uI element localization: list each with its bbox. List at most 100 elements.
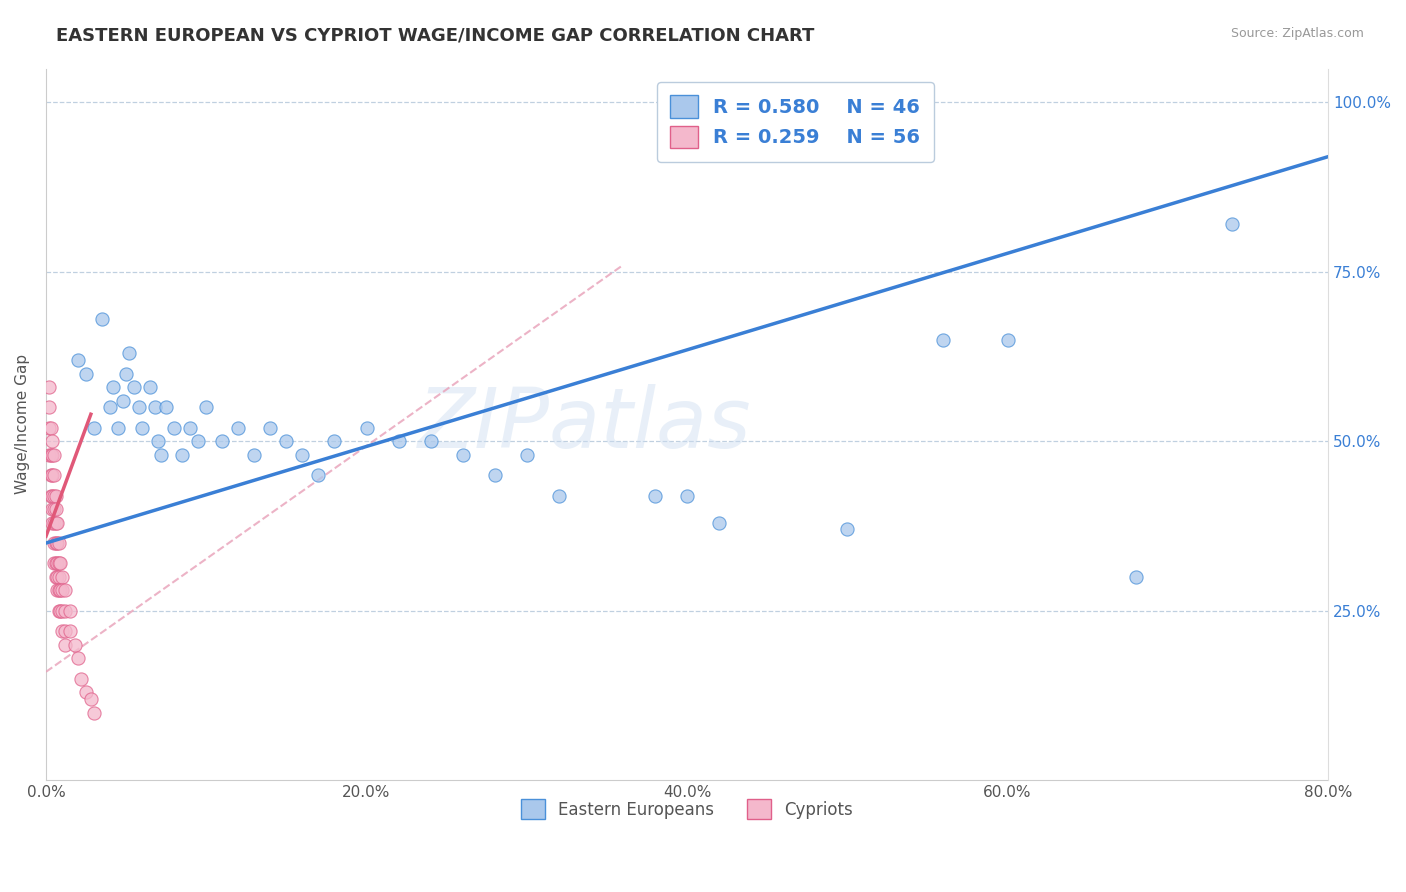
Point <box>707 516 730 530</box>
Point <box>41 502 63 516</box>
Point <box>150 448 173 462</box>
Point <box>46 583 69 598</box>
Point <box>42 536 65 550</box>
Text: EASTERN EUROPEAN VS CYPRIOT WAGE/INCOME GAP CORRELATION CHART: EASTERN EUROPEAN VS CYPRIOT WAGE/INCOME … <box>56 27 814 45</box>
Point <box>837 523 859 537</box>
Point <box>211 434 233 449</box>
Point <box>419 434 441 449</box>
Point <box>45 489 67 503</box>
Point <box>387 434 409 449</box>
Point <box>291 448 314 462</box>
Point <box>1125 570 1147 584</box>
Point <box>39 448 62 462</box>
Point <box>139 380 162 394</box>
Point <box>48 583 70 598</box>
Point <box>48 570 70 584</box>
Point <box>38 380 60 394</box>
Point <box>484 468 506 483</box>
Point <box>42 557 65 571</box>
Point <box>143 401 166 415</box>
Point <box>128 401 150 415</box>
Point <box>146 434 169 449</box>
Point <box>66 651 89 665</box>
Point <box>66 353 89 368</box>
Point <box>53 638 76 652</box>
Point <box>45 536 67 550</box>
Point <box>172 448 194 462</box>
Point <box>111 393 134 408</box>
Point <box>122 380 145 394</box>
Point <box>243 448 266 462</box>
Point <box>46 570 69 584</box>
Point <box>41 489 63 503</box>
Point <box>75 685 97 699</box>
Point <box>48 557 70 571</box>
Point <box>179 421 201 435</box>
Point <box>226 421 249 435</box>
Point <box>259 421 281 435</box>
Point <box>46 536 69 550</box>
Point <box>356 421 378 435</box>
Point <box>547 489 569 503</box>
Point <box>676 489 699 503</box>
Point <box>53 604 76 618</box>
Point <box>38 401 60 415</box>
Point <box>46 516 69 530</box>
Point <box>42 516 65 530</box>
Point <box>59 604 82 618</box>
Point <box>38 421 60 435</box>
Point <box>42 502 65 516</box>
Point <box>83 421 105 435</box>
Point <box>131 421 153 435</box>
Point <box>91 312 114 326</box>
Point <box>42 489 65 503</box>
Point <box>45 502 67 516</box>
Point <box>51 570 73 584</box>
Point <box>644 489 666 503</box>
Text: Source: ZipAtlas.com: Source: ZipAtlas.com <box>1230 27 1364 40</box>
Point <box>41 448 63 462</box>
Legend: Eastern Europeans, Cypriots: Eastern Europeans, Cypriots <box>515 793 859 825</box>
Point <box>48 536 70 550</box>
Point <box>49 583 72 598</box>
Point <box>107 421 129 435</box>
Point <box>997 333 1019 347</box>
Point <box>75 367 97 381</box>
Point <box>46 557 69 571</box>
Point <box>83 706 105 720</box>
Point <box>451 448 474 462</box>
Point <box>42 468 65 483</box>
Point <box>276 434 298 449</box>
Point <box>187 434 209 449</box>
Point <box>39 489 62 503</box>
Point <box>38 448 60 462</box>
Point <box>41 434 63 449</box>
Point <box>98 401 121 415</box>
Point <box>115 367 138 381</box>
Point <box>63 638 86 652</box>
Point <box>51 604 73 618</box>
Point <box>48 604 70 618</box>
Point <box>195 401 218 415</box>
Point <box>51 624 73 639</box>
Point <box>41 516 63 530</box>
Point <box>80 692 103 706</box>
Point <box>51 583 73 598</box>
Point <box>45 557 67 571</box>
Point <box>70 672 93 686</box>
Point <box>163 421 186 435</box>
Point <box>307 468 329 483</box>
Point <box>45 516 67 530</box>
Point <box>41 468 63 483</box>
Point <box>118 346 141 360</box>
Point <box>39 421 62 435</box>
Point <box>39 468 62 483</box>
Point <box>53 624 76 639</box>
Text: ZIPatlas: ZIPatlas <box>418 384 751 465</box>
Point <box>42 448 65 462</box>
Y-axis label: Wage/Income Gap: Wage/Income Gap <box>15 354 30 494</box>
Point <box>59 624 82 639</box>
Point <box>1220 218 1243 232</box>
Point <box>932 333 955 347</box>
Point <box>45 570 67 584</box>
